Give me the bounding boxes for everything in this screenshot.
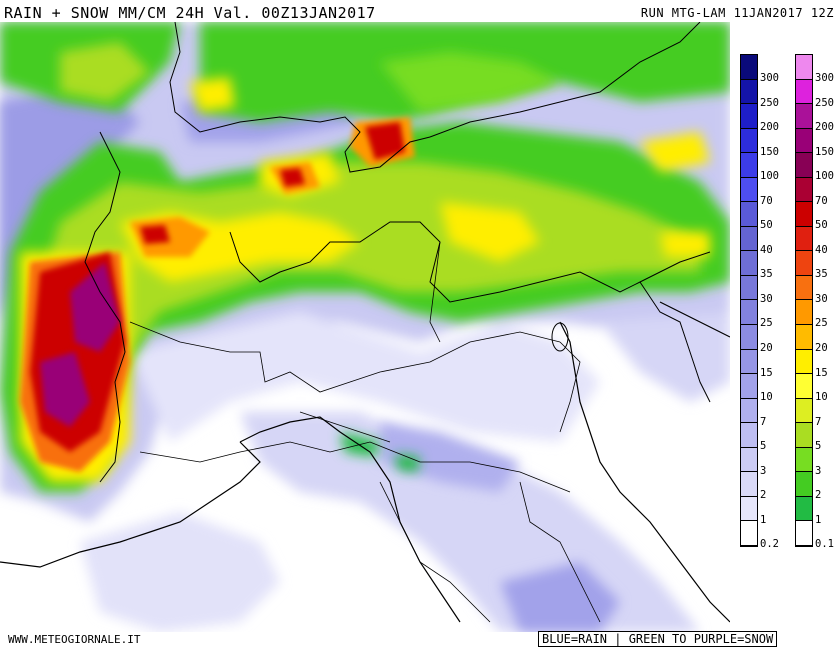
snow-legend-labels: 300 250 200 150 100 70 50 40 35 30 25 20 15 10 7 5 3 2 1 0.… (815, 54, 834, 550)
snow-purple-area (40, 262, 120, 427)
rain-scale-swatch (741, 104, 757, 129)
rain-scale-swatch (741, 202, 757, 227)
legend-note: BLUE=RAIN | GREEN TO PURPLE=SNOW (538, 631, 778, 647)
snow-scale-swatch (796, 472, 812, 497)
rain-scale-swatch (741, 251, 757, 276)
rain-scale-swatch (741, 374, 757, 399)
snow-scale-swatch (796, 521, 812, 546)
snow-scale-label: 35 (815, 268, 828, 281)
snow-scale-label: 250 (815, 96, 834, 109)
snow-scale-swatch (796, 202, 812, 227)
snow-scale-label: 200 (815, 121, 834, 134)
rain-scale-swatch (741, 275, 757, 301)
rain-scale-swatch (741, 128, 757, 154)
snow-scale-swatch (796, 153, 812, 178)
rain-scale-swatch (741, 300, 757, 326)
rain-scale-swatch (741, 398, 757, 424)
rain-scale-label: 25 (760, 317, 773, 330)
snow-scale-swatch (796, 275, 812, 301)
rain-scale-label: 70 (760, 194, 773, 207)
rain-scale-label: 15 (760, 366, 773, 379)
lakes (551, 322, 569, 352)
snow-scale-label: 1 (815, 513, 822, 526)
precipitation-map (0, 22, 730, 632)
snow-scale-label: 10 (815, 391, 828, 404)
map-canvas (0, 22, 730, 632)
rain-scale-label: 7 (760, 415, 767, 428)
snow-scale-swatch (796, 55, 812, 80)
snow-scale-label: 70 (815, 194, 828, 207)
rain-scale-swatch (741, 226, 757, 252)
snow-scale-swatch (796, 398, 812, 424)
rain-scale-swatch (741, 55, 757, 80)
rain-scale-label: 50 (760, 219, 773, 232)
rain-scale-label: 100 (760, 170, 779, 183)
snow-scale-label: 3 (815, 464, 822, 477)
rain-scale-label: 300 (760, 72, 779, 84)
snow-scale-swatch (796, 177, 812, 203)
rain-scale-swatch (741, 79, 757, 105)
snow-scale-label: 100 (815, 170, 834, 183)
snow-scale-label: 5 (815, 440, 822, 453)
website-credit: WWW.METEOGIORNALE.IT (8, 633, 141, 646)
snow-scale-swatch (796, 349, 812, 375)
snow-scale-swatch (796, 447, 812, 473)
snow-scale-label: 50 (815, 219, 828, 232)
snow-scale-label: 2 (815, 489, 822, 502)
rain-scale-label: 250 (760, 96, 779, 109)
snow-scale-swatch (796, 104, 812, 129)
rain-legend-bar (740, 54, 758, 547)
rain-scale-label: 2 (760, 489, 767, 502)
rain-scale-label: 30 (760, 292, 773, 305)
rain-scale-swatch (741, 521, 757, 546)
rain-scale-label: 200 (760, 121, 779, 134)
rain-scale-label: 20 (760, 342, 773, 355)
snow-scale-swatch (796, 226, 812, 252)
rain-legend-labels: 300 250 200 150 100 70 50 40 35 30 25 20 15 10 7 5 3 2 1 0.… (760, 54, 779, 550)
snow-legend-bar (795, 54, 813, 547)
snow-scale-label: 150 (815, 145, 834, 158)
rain-scale-swatch (741, 423, 757, 448)
snow-scale-label: 40 (815, 243, 828, 256)
snow-scale-swatch (796, 251, 812, 276)
rain-scale-label: 40 (760, 243, 773, 256)
rain-scale-label: 3 (760, 464, 767, 477)
rain-scale-swatch (741, 349, 757, 375)
rain-scale-swatch (741, 496, 757, 522)
snow-scale-swatch (796, 374, 812, 399)
rain-scale-label: 5 (760, 440, 767, 453)
snow-scale-label: 0.1 (815, 538, 834, 551)
snow-scale-swatch (796, 128, 812, 154)
rain-scale-label: 10 (760, 391, 773, 404)
rain-scale-label: 0.2 (760, 538, 779, 551)
rain-scale-swatch (741, 325, 757, 350)
snow-scale-label: 15 (815, 366, 828, 379)
snow-scale-swatch (796, 496, 812, 522)
rain-scale-swatch (741, 177, 757, 203)
rain-scale-label: 1 (760, 513, 767, 526)
rain-scale-label: 150 (760, 145, 779, 158)
region-borders (129, 241, 601, 623)
snow-scale-swatch (796, 300, 812, 326)
rain-scale-swatch (741, 447, 757, 473)
map-title: RAIN + SNOW MM/CM 24H Val. 00Z13JAN2017 (4, 4, 376, 22)
snow-scale-swatch (796, 79, 812, 105)
snow-scale-label: 30 (815, 292, 828, 305)
snow-scale-swatch (796, 325, 812, 350)
rain-scale-swatch (741, 153, 757, 178)
snow-scale-label: 25 (815, 317, 828, 330)
rain-scale-swatch (741, 472, 757, 497)
run-info: RUN MTG-LAM 11JAN2017 12Z (640, 6, 834, 20)
snow-scale-label: 7 (815, 415, 822, 428)
snow-scale-label: 300 (815, 72, 834, 84)
rain-scale-label: 35 (760, 268, 773, 281)
coastline (0, 301, 730, 623)
snow-scale-swatch (796, 423, 812, 448)
snow-scale-label: 20 (815, 342, 828, 355)
